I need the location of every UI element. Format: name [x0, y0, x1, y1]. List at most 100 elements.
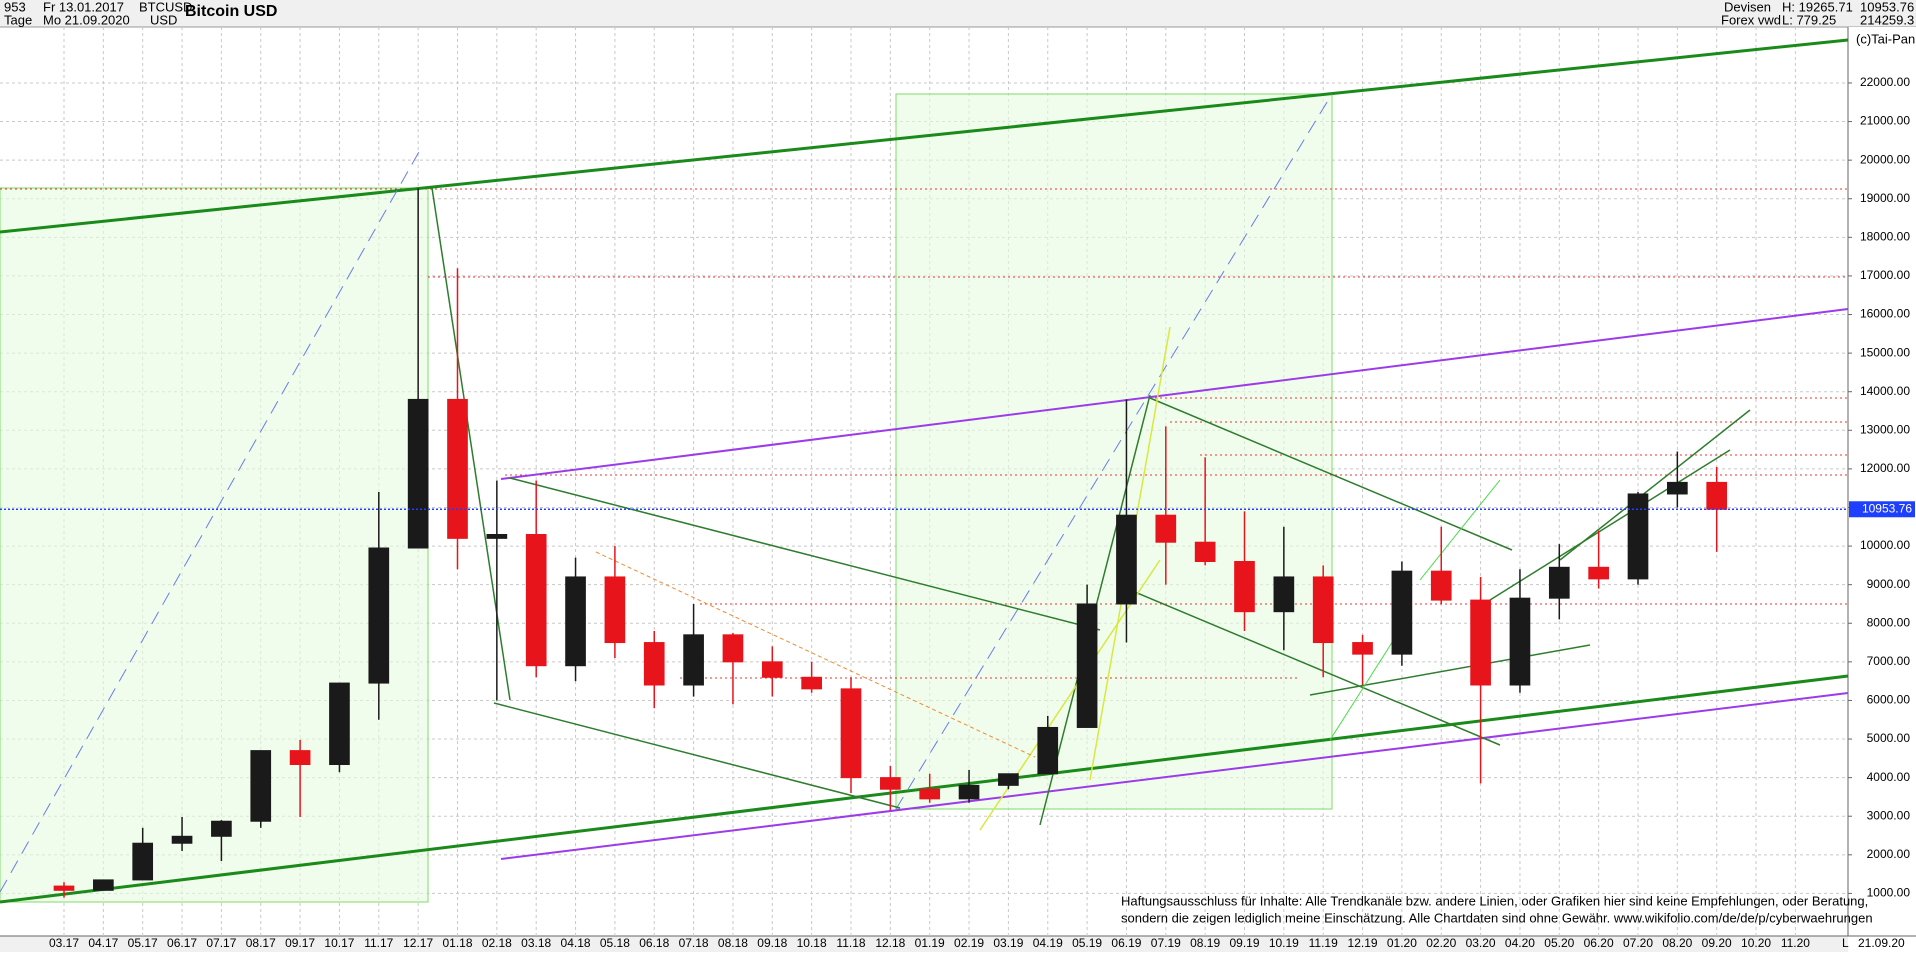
- date-from: Fr 13.01.2017: [43, 0, 124, 14]
- x-tick-label: 02.19: [954, 936, 984, 950]
- y-tick-label: 10000.00: [1860, 538, 1910, 552]
- candle-body: [1548, 566, 1570, 599]
- x-tick-label: 06.18: [639, 936, 669, 950]
- candle-body: [919, 788, 941, 800]
- candle-body: [1391, 570, 1413, 655]
- date-to: Mo 21.09.2020: [43, 12, 130, 27]
- x-tick-label: 10.19: [1269, 936, 1299, 950]
- candle-body: [1234, 561, 1255, 613]
- candle-body: [643, 642, 665, 686]
- x-tick-label: 11.19: [1309, 936, 1338, 950]
- x-tick-label: 06.20: [1584, 936, 1614, 950]
- trend-line: [1149, 397, 1513, 551]
- scale-mode[interactable]: L: [1842, 936, 1849, 950]
- y-tick-label: 9000.00: [1867, 577, 1911, 591]
- candle-body: [368, 547, 390, 684]
- x-tick-label: 08.17: [246, 936, 276, 950]
- candle-body: [958, 784, 980, 800]
- y-tick-label: 17000.00: [1860, 268, 1910, 282]
- x-tick-label: 02.20: [1426, 936, 1456, 950]
- y-tick-label: 22000.00: [1860, 75, 1910, 89]
- candle-body: [1037, 726, 1059, 775]
- x-tick-label: 06.17: [167, 936, 197, 950]
- y-tick-label: 20000.00: [1860, 152, 1910, 166]
- x-axis-strip: [0, 936, 1848, 952]
- y-tick-label: 4000.00: [1867, 770, 1911, 784]
- low-value: L: 779.25: [1782, 12, 1836, 27]
- source: Forex vwd: [1721, 12, 1781, 27]
- x-tick-label: 04.20: [1505, 936, 1535, 950]
- y-tick-label: 14000.00: [1860, 384, 1910, 398]
- last-value: 10953.76: [1860, 0, 1914, 14]
- candle-body: [1194, 541, 1216, 563]
- candle-body: [1706, 481, 1728, 510]
- y-tick-label: 16000.00: [1860, 307, 1910, 321]
- header-bar: [0, 0, 1916, 27]
- disclaimer: sondern die zeigen lediglich meine Einsc…: [1121, 910, 1873, 925]
- trend-line: [1129, 589, 1501, 746]
- last-price-label: 10953.76: [1862, 501, 1912, 515]
- candle-body: [1273, 576, 1295, 613]
- candle-body: [171, 835, 193, 844]
- candle-body: [761, 661, 783, 678]
- trend-line: [493, 702, 901, 809]
- candle-body: [329, 682, 350, 766]
- candle-body: [447, 398, 468, 539]
- x-tick-label: 10.18: [797, 936, 827, 950]
- period-selector[interactable]: Tage: [4, 12, 32, 27]
- x-tick-label: 10.20: [1741, 936, 1771, 950]
- candle-body: [525, 533, 547, 667]
- x-tick-label: 05.19: [1072, 936, 1102, 950]
- candle-body: [1470, 599, 1491, 686]
- candle-body: [1430, 570, 1452, 601]
- candle-body: [1116, 514, 1137, 605]
- y-tick-label: 12000.00: [1860, 461, 1910, 475]
- candle-body: [1352, 642, 1373, 655]
- volume-value: 214259.3: [1860, 12, 1914, 27]
- candle-body: [1667, 481, 1688, 495]
- x-tick-label: 07.17: [206, 936, 236, 950]
- x-tick-label: 04.18: [561, 936, 591, 950]
- candle-body: [840, 688, 862, 779]
- bar-count[interactable]: 953: [4, 0, 26, 14]
- y-tick-label: 13000.00: [1860, 422, 1910, 436]
- x-tick-label: 09.18: [757, 936, 787, 950]
- chart-title: Bitcoin USD: [185, 3, 277, 20]
- y-tick-label: 15000.00: [1860, 345, 1910, 359]
- candle-body: [1076, 603, 1098, 728]
- trend-line: [500, 308, 1849, 480]
- x-tick-label: 02.18: [482, 936, 512, 950]
- y-axis-strip: [1848, 27, 1916, 952]
- trend-line: [0, 38, 1849, 234]
- symbol: BTCUSD: [139, 0, 192, 14]
- candle-body: [132, 842, 154, 881]
- y-tick-label: 5000.00: [1867, 731, 1911, 745]
- x-tick-label: 03.20: [1466, 936, 1496, 950]
- y-tick-label: 21000.00: [1860, 114, 1910, 128]
- x-tick-label: 10.17: [324, 936, 354, 950]
- x-tick-label: 07.20: [1623, 936, 1653, 950]
- x-tick-label: 06.19: [1111, 936, 1141, 950]
- x-tick-label: 09.20: [1702, 936, 1732, 950]
- x-tick-label: 05.20: [1544, 936, 1574, 950]
- high-value: H: 19265.71: [1782, 0, 1853, 14]
- x-tick-label: 03.18: [521, 936, 551, 950]
- x-tick-label: 03.19: [993, 936, 1023, 950]
- candle-body: [801, 676, 822, 690]
- x-tick-label: 08.18: [718, 936, 748, 950]
- market: Devisen: [1724, 0, 1771, 14]
- trend-line: [509, 477, 1101, 631]
- zone-box: [0, 187, 429, 903]
- y-tick-label: 3000.00: [1867, 808, 1911, 822]
- candle-body: [998, 773, 1019, 786]
- x-tick-label: 05.17: [128, 936, 158, 950]
- trend-line: [1309, 644, 1591, 696]
- trend-drawings: [0, 38, 1849, 904]
- last-date: 21.09.20: [1858, 936, 1905, 950]
- trend-line: [595, 551, 1036, 758]
- candle-body: [486, 533, 508, 539]
- candle-body: [211, 820, 232, 837]
- x-tick-label: 01.18: [442, 936, 472, 950]
- candle-body: [407, 398, 429, 549]
- x-tick-label: 09.19: [1229, 936, 1259, 950]
